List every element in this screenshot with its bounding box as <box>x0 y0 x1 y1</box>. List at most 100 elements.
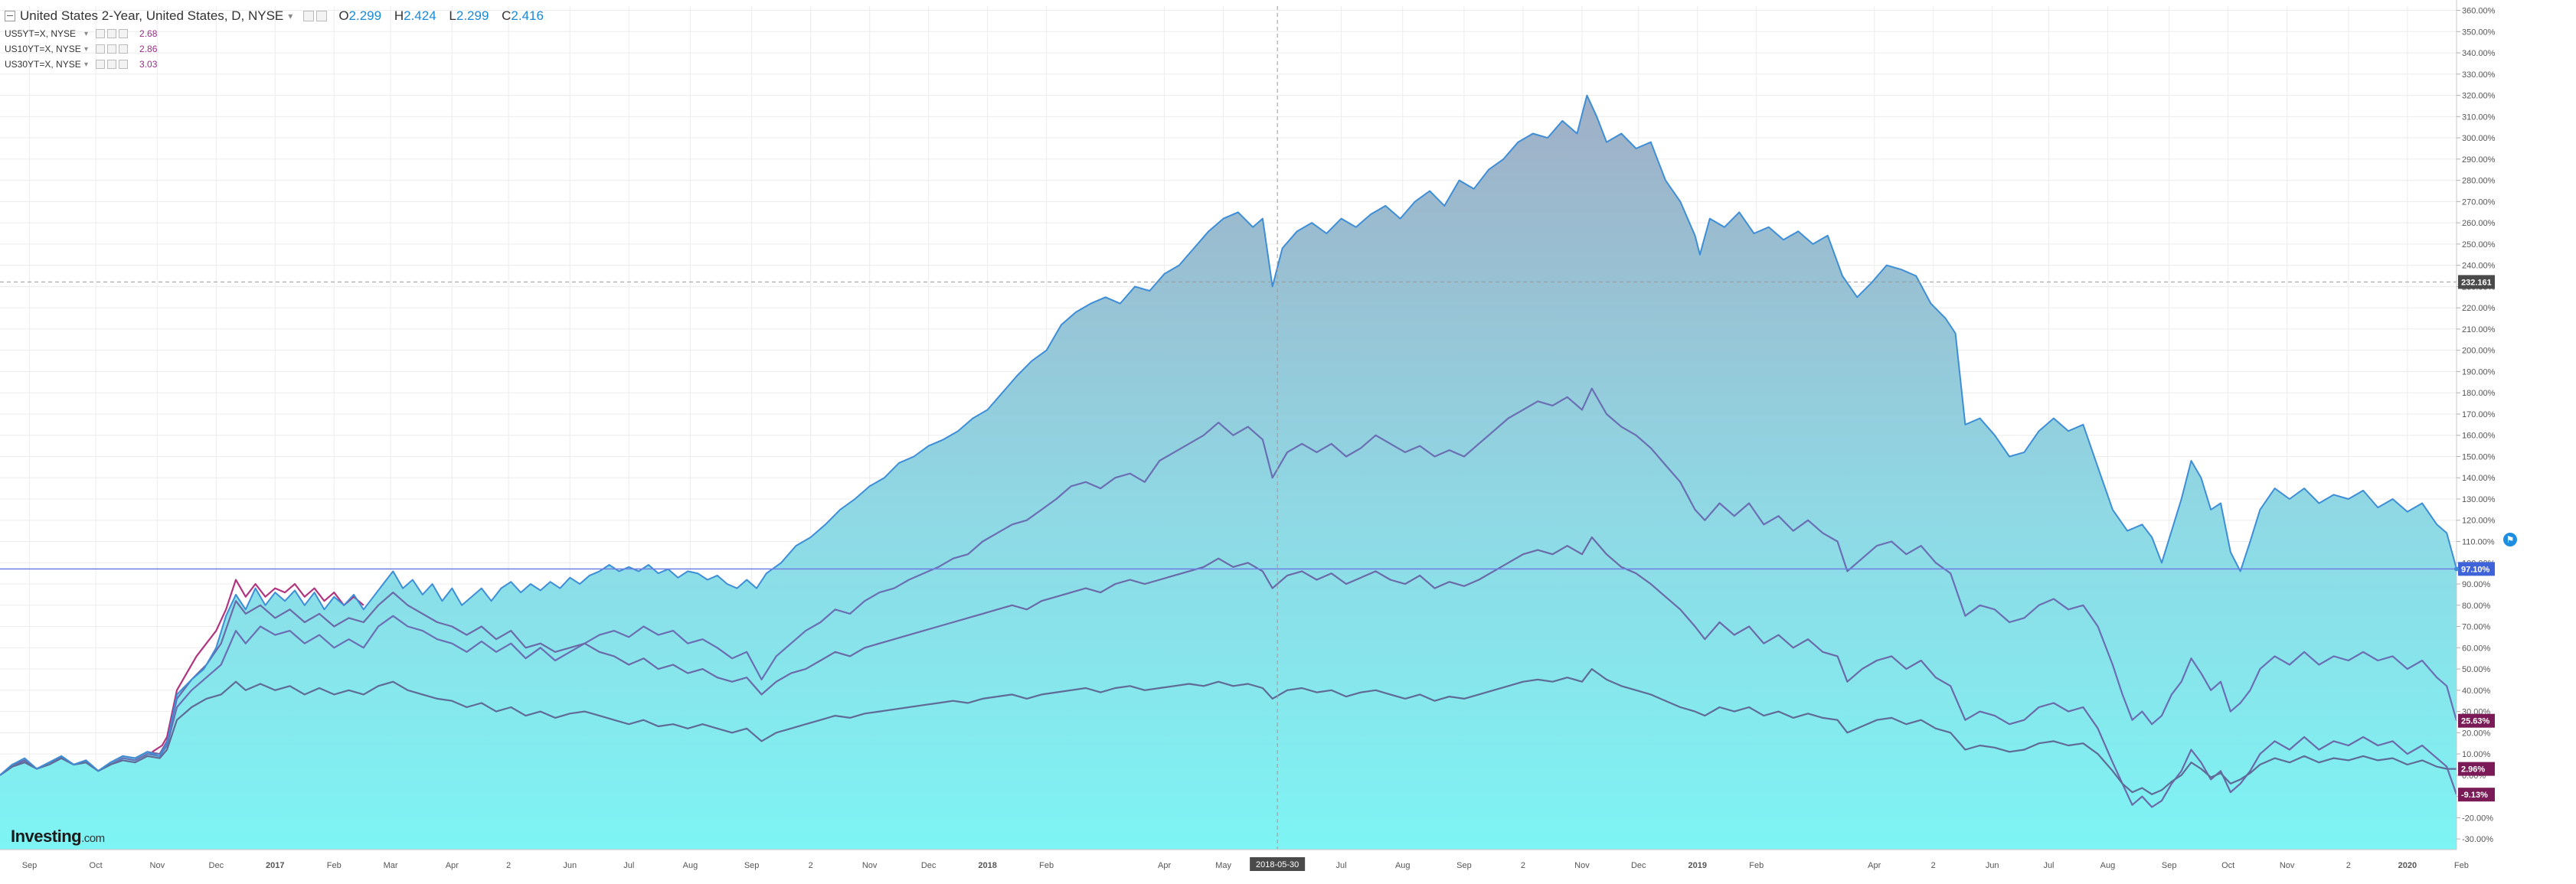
high-label: H <box>394 8 404 23</box>
price-axis-label: 340.00% <box>2462 49 2496 58</box>
price-axis-label: 130.00% <box>2462 495 2496 504</box>
price-axis-label: 310.00% <box>2462 113 2496 122</box>
chevron-down-icon[interactable]: ▾ <box>84 29 89 38</box>
time-axis-label: Jul <box>1336 861 1347 870</box>
time-axis-label: Sep <box>22 861 38 870</box>
price-axis-label: 90.00% <box>2462 580 2491 589</box>
chevron-down-icon[interactable]: ▾ <box>84 44 89 54</box>
time-axis-label: 2 <box>506 861 511 870</box>
time-axis-label: Nov <box>150 861 165 870</box>
legend-main-row[interactable]: United States 2-Year, United States, D, … <box>5 6 553 26</box>
time-axis-label: Feb <box>1749 861 1764 870</box>
logo-name: Investing <box>11 827 82 846</box>
series-line <box>0 536 2458 808</box>
time-axis-label: Sep <box>1456 861 1472 870</box>
time-axis-label: Feb <box>1039 861 1054 870</box>
legend-compare-row[interactable]: US30YT=X, NYSE ▾ 3.03 <box>5 57 553 72</box>
settings-series-icon[interactable] <box>107 29 117 38</box>
hide-series-icon[interactable] <box>96 29 106 38</box>
price-axis-label: 150.00% <box>2462 452 2496 462</box>
compare-symbol: US10YT=X, NYSE <box>5 44 81 54</box>
collapse-legend-icon[interactable] <box>5 11 15 21</box>
time-axis-label: Apr <box>1158 861 1171 870</box>
settings-series-icon[interactable] <box>316 11 328 21</box>
settings-series-icon[interactable] <box>107 44 117 54</box>
compare-flag-icon[interactable]: ⚑ <box>2503 533 2517 546</box>
hide-series-icon[interactable] <box>96 44 106 54</box>
price-axis-label: 360.00% <box>2462 7 2496 16</box>
time-axis-label: 2 <box>1521 861 1525 870</box>
hide-series-icon[interactable] <box>303 11 315 21</box>
time-axis-label: Apr <box>446 861 459 870</box>
time-axis-label: Dec <box>209 861 224 870</box>
time-axis-label: Nov <box>2280 861 2295 870</box>
axis-value-flag <box>2458 562 2495 576</box>
axis-value-flag <box>2458 762 2495 776</box>
price-axis-bg <box>2457 0 2576 880</box>
time-axis-label: Nov <box>862 861 878 870</box>
axis-value-flag-label: -9.13% <box>2461 791 2488 800</box>
remove-series-icon[interactable] <box>119 29 129 38</box>
time-axis-label: 2017 <box>266 861 284 870</box>
series-line <box>0 94 2457 776</box>
price-axis-label: 330.00% <box>2462 70 2496 80</box>
compare-value: 2.68 <box>139 28 158 39</box>
time-axis-label: 2018 <box>978 861 996 870</box>
axis-value-flag-label: 25.63% <box>2461 717 2490 726</box>
price-axis-label: 200.00% <box>2462 347 2496 356</box>
time-axis-label: Feb <box>2454 861 2469 870</box>
time-axis-label: Dec <box>1631 861 1646 870</box>
price-axis-label: 180.00% <box>2462 389 2496 398</box>
investing-logo: Investing.com <box>11 827 105 846</box>
axis-value-flag-label: 232.161 <box>2461 278 2492 287</box>
remove-series-icon[interactable] <box>119 60 129 69</box>
settings-series-icon[interactable] <box>107 60 117 69</box>
legend-main-title: United States 2-Year, United States, D, … <box>20 8 284 23</box>
series-line <box>0 387 2458 776</box>
time-axis-label: Sep <box>2162 861 2177 870</box>
price-axis-label: 350.00% <box>2462 28 2496 37</box>
axis-value-flag <box>2458 788 2495 802</box>
time-axis-label: Jul <box>623 861 634 870</box>
price-axis-label: 140.00% <box>2462 474 2496 483</box>
time-axis-label: Jul <box>2043 861 2054 870</box>
legend: United States 2-Year, United States, D, … <box>5 6 553 72</box>
price-axis-label: 10.00% <box>2462 750 2491 759</box>
remove-series-icon[interactable] <box>119 44 129 54</box>
time-axis-label: Feb <box>327 861 342 870</box>
main-series-area <box>0 95 2457 850</box>
price-axis-label: 190.00% <box>2462 367 2496 377</box>
time-axis-label: Aug <box>1395 861 1411 870</box>
price-axis-label: 300.00% <box>2462 134 2496 143</box>
ohlc-values: O2.299 H2.424 L2.299 C2.416 <box>338 8 553 24</box>
time-axis-label: Aug <box>2100 861 2116 870</box>
price-axis-label: 110.00% <box>2462 538 2495 547</box>
price-axis-label: 260.00% <box>2462 219 2496 228</box>
crosshair-date-badge <box>1250 857 1306 871</box>
time-axis-label: Mar <box>384 861 398 870</box>
compare-value: 2.86 <box>139 44 158 54</box>
chevron-down-icon[interactable]: ▾ <box>288 11 293 21</box>
logo-suffix: .com <box>81 832 105 845</box>
price-axis-label: 60.00% <box>2462 644 2491 653</box>
time-axis-label: Oct <box>90 861 103 870</box>
price-axis-label: 210.00% <box>2462 325 2496 334</box>
hide-series-icon[interactable] <box>96 60 106 69</box>
price-axis-label: -30.00% <box>2462 835 2493 844</box>
legend-compare-row[interactable]: US5YT=X, NYSE ▾ 2.68 <box>5 26 553 41</box>
time-axis-label: Jun <box>1986 861 1999 870</box>
time-axis-label: 2 <box>809 861 813 870</box>
price-axis-label: 20.00% <box>2462 729 2491 738</box>
compare-value: 3.03 <box>139 59 158 70</box>
price-axis-label: 80.00% <box>2462 602 2491 611</box>
time-axis-label: Dec <box>921 861 937 870</box>
time-axis-label: Oct <box>2221 861 2234 870</box>
low-value: 2.299 <box>456 8 489 23</box>
chevron-down-icon[interactable]: ▾ <box>84 60 89 69</box>
series-line <box>0 668 2457 795</box>
price-axis-label: 70.00% <box>2462 623 2491 632</box>
legend-compare-row[interactable]: US10YT=X, NYSE ▾ 2.86 <box>5 41 553 57</box>
time-axis-label: Sep <box>744 861 760 870</box>
